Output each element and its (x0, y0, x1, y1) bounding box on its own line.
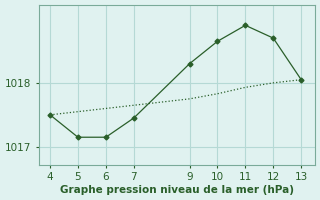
X-axis label: Graphe pression niveau de la mer (hPa): Graphe pression niveau de la mer (hPa) (60, 185, 294, 195)
